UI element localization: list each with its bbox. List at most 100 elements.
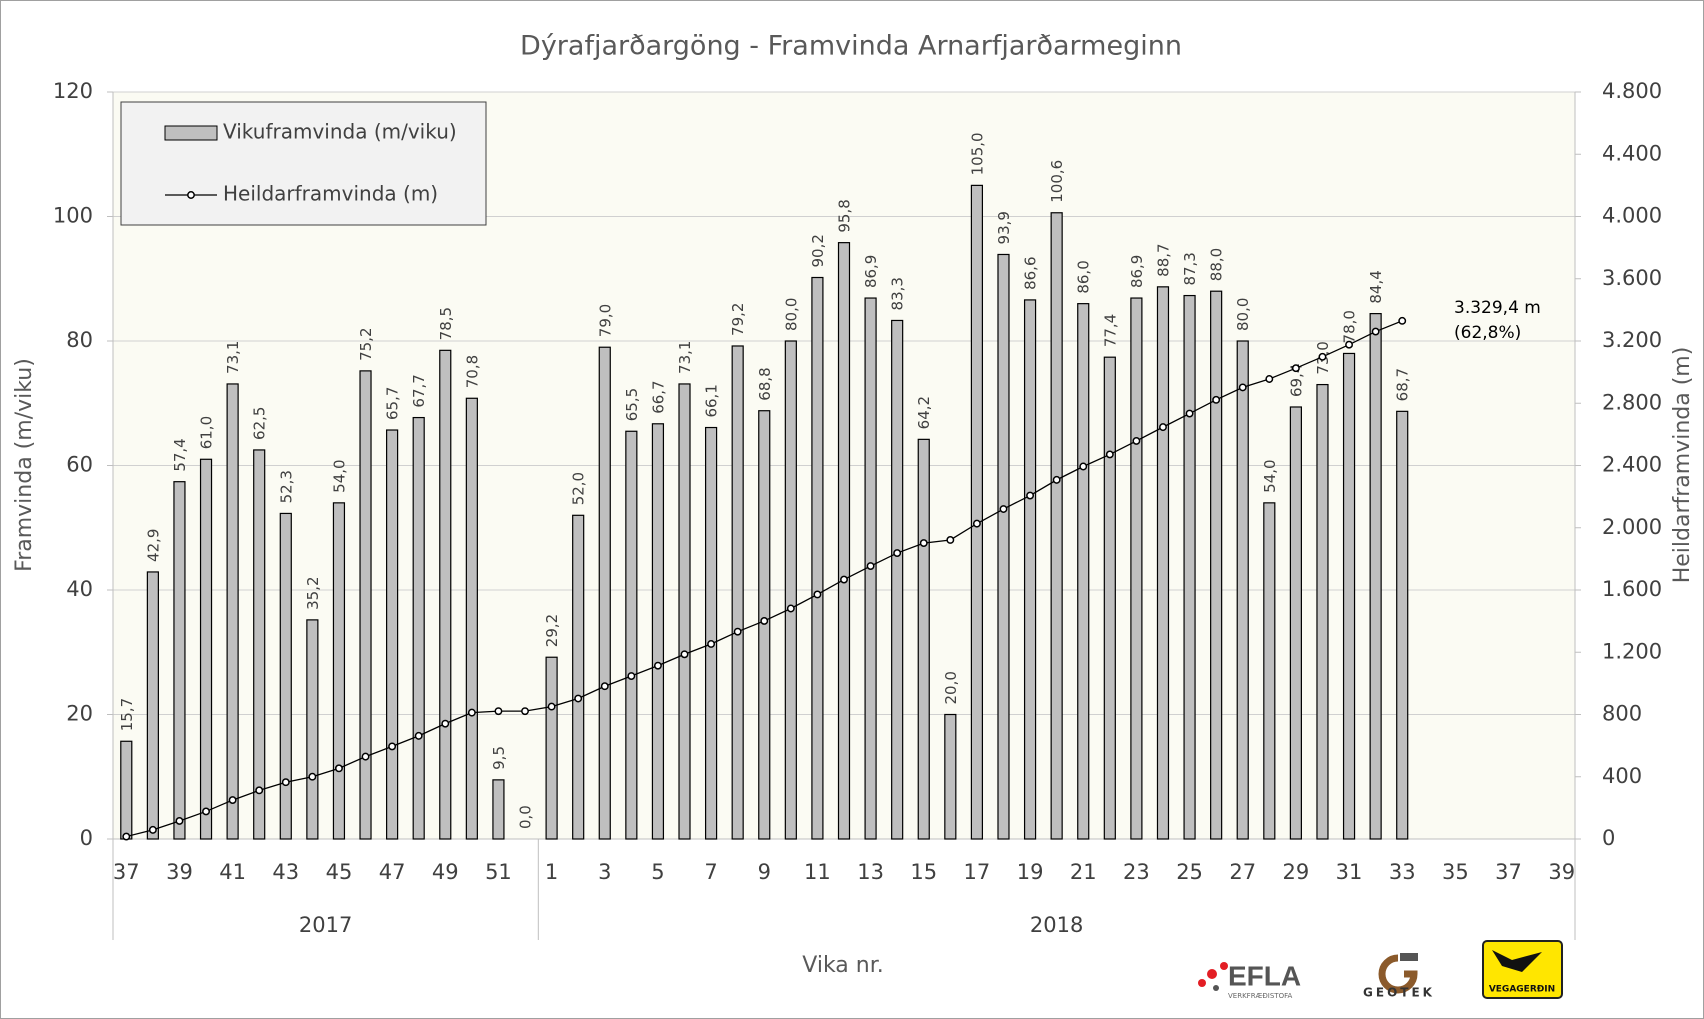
data-label: 73,1 — [676, 341, 694, 374]
bar — [811, 276, 824, 840]
line-marker — [308, 772, 317, 781]
data-label: 80,0 — [782, 298, 800, 331]
logo-icon — [1492, 950, 1542, 972]
line-marker — [1159, 423, 1167, 432]
x-axis-label: Vika nr. — [802, 953, 883, 978]
data-label: 15,7 — [118, 698, 136, 731]
x-tick-label: 11 — [804, 860, 831, 884]
y-tick-label: 40 — [66, 577, 93, 601]
y2-tick-label: 2.800 — [1602, 390, 1662, 414]
data-label: 95,8 — [836, 199, 854, 232]
legend-swatch — [187, 191, 195, 199]
line-marker — [627, 672, 636, 680]
bar — [120, 740, 133, 840]
logo-dot — [1220, 962, 1228, 970]
logo-dot — [1198, 979, 1206, 987]
x-tick-label: 51 — [485, 860, 512, 884]
line-marker — [361, 752, 370, 761]
line-marker — [1079, 462, 1088, 471]
line-marker — [467, 708, 476, 717]
line-marker — [786, 604, 795, 613]
data-label: 80,0 — [1234, 298, 1252, 331]
legend-swatch — [164, 125, 218, 141]
y2-tick-label: 4.800 — [1602, 79, 1662, 103]
data-label: 52,3 — [277, 470, 295, 503]
bar — [173, 481, 186, 840]
bar — [412, 416, 425, 840]
bar — [1050, 212, 1063, 840]
x-tick-label: 1 — [545, 860, 558, 884]
x-tick-label: 19 — [1017, 860, 1044, 884]
x-tick-label: 33 — [1389, 860, 1416, 884]
line-marker — [1052, 475, 1061, 484]
y2-tick-label: 3.200 — [1602, 328, 1662, 352]
y2-axis-label: Heildarframvinda (m) — [1670, 347, 1695, 584]
x-tick-label: 37 — [1495, 860, 1522, 884]
bar — [598, 346, 611, 840]
bar — [386, 429, 399, 840]
line-marker — [494, 707, 503, 716]
line-marker — [414, 731, 423, 740]
bar — [253, 449, 266, 840]
data-label: 88,7 — [1154, 243, 1172, 276]
chart-title: Dýrafjarðargöng - Framvinda Arnarfjarðar… — [520, 31, 1182, 62]
bar — [1236, 340, 1249, 840]
bar — [306, 619, 319, 840]
line-marker — [148, 825, 157, 834]
data-label: 100,6 — [1048, 160, 1066, 203]
bar — [1263, 502, 1276, 840]
data-label: 9,5 — [490, 746, 508, 770]
bar — [837, 242, 851, 840]
data-label: 78,0 — [1341, 310, 1359, 343]
y2-tick-label: 0 — [1602, 826, 1615, 850]
legend-label: Vikuframvinda (m/viku) — [223, 120, 457, 144]
bar — [917, 438, 930, 840]
y-tick-label: 80 — [66, 328, 93, 352]
bar — [1289, 406, 1302, 840]
bar — [146, 571, 159, 840]
line-marker — [574, 694, 583, 703]
bar — [1077, 303, 1090, 840]
line-marker — [1398, 316, 1407, 325]
data-label: 79,0 — [596, 304, 614, 337]
bar — [678, 383, 691, 840]
bar — [439, 349, 452, 840]
bar — [1369, 313, 1382, 840]
bar — [970, 184, 984, 840]
y2-tick-label: 3.600 — [1602, 266, 1662, 290]
data-label: 54,0 — [330, 459, 348, 492]
data-label: 78,5 — [437, 307, 455, 340]
line-marker — [228, 796, 237, 805]
data-label: 67,7 — [410, 374, 428, 407]
x-tick-label: 5 — [651, 860, 664, 884]
bar — [359, 370, 372, 840]
x-tick-label: 39 — [1548, 860, 1575, 884]
line-marker — [866, 562, 875, 570]
bar — [199, 458, 213, 840]
x-tick-label: 7 — [704, 860, 717, 884]
y-tick-label: 120 — [53, 79, 93, 103]
x-tick-label: 15 — [910, 860, 937, 884]
line-marker — [1371, 327, 1380, 336]
x-tick-label: 31 — [1336, 860, 1363, 884]
logo-dot — [1213, 985, 1219, 991]
y2-tick-label: 2.000 — [1602, 515, 1662, 539]
line-marker — [334, 764, 343, 773]
y2-tick-label: 800 — [1602, 702, 1642, 726]
data-label: 52,0 — [570, 472, 588, 505]
data-label: 86,0 — [1075, 260, 1093, 293]
line-marker — [813, 590, 822, 599]
legend-box — [120, 101, 487, 226]
bar — [997, 253, 1010, 840]
x-tick-label: 37 — [113, 860, 140, 884]
line-marker — [388, 742, 397, 751]
y-tick-label: 20 — [66, 702, 93, 726]
bar — [279, 512, 292, 840]
x-tick-label: 45 — [326, 860, 353, 884]
data-label: 84,4 — [1367, 270, 1385, 303]
bar — [651, 423, 665, 840]
data-label: 20,0 — [942, 671, 960, 704]
x-tick-label: 21 — [1070, 860, 1097, 884]
annotation: (62,8%) — [1454, 323, 1521, 343]
